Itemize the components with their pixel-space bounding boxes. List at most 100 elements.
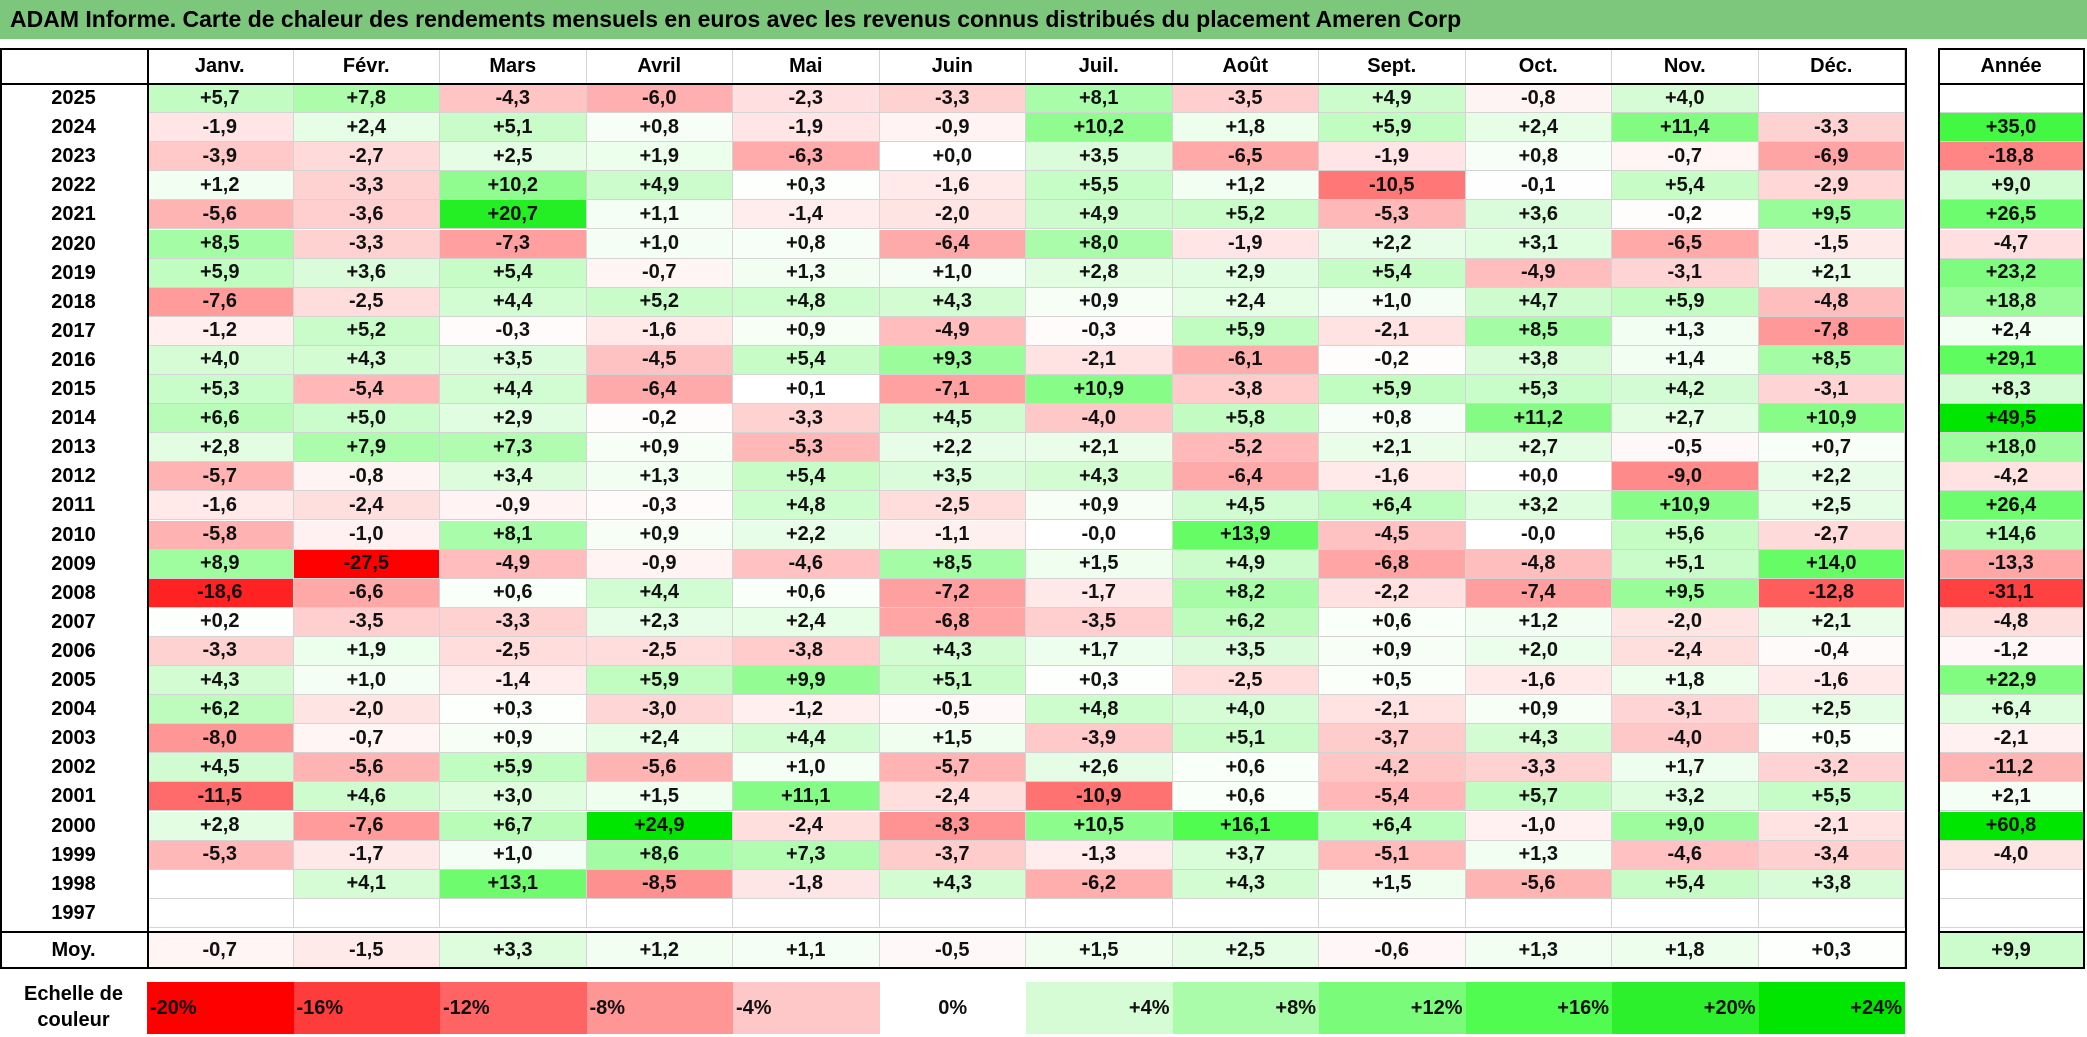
heatmap-cell: -3,7: [1319, 724, 1466, 754]
heatmap-cell: +5,9: [440, 753, 587, 783]
heatmap-cell: +0,9: [1026, 287, 1173, 317]
heatmap-cell: -0,8: [1465, 84, 1612, 114]
heatmap-cell: +4,3: [879, 287, 1026, 317]
year-label: 2020: [51, 232, 96, 255]
heatmap-cell: +1,3: [1465, 840, 1612, 870]
heatmap-cell: +0,0: [1465, 462, 1612, 492]
heatmap-cell: -1,9: [1319, 142, 1466, 172]
heatmap-cell: +5,2: [1172, 200, 1319, 230]
year-label: 2021: [51, 203, 96, 226]
heatmap-cell: -8,5: [586, 869, 733, 899]
year-label: 2001: [51, 785, 96, 808]
heatmap-cell: -6,5: [1612, 229, 1759, 259]
color-scale-swatch: -12%: [440, 982, 587, 1034]
heatmap-cell: -2,3: [733, 84, 880, 114]
annual-cell: +18,0: [1939, 433, 2083, 463]
heatmap-cell: -3,3: [147, 636, 294, 666]
annual-cell: +14,6: [1939, 520, 2083, 550]
heatmap-cell: -5,7: [147, 462, 294, 492]
heatmap-cell: -0,9: [879, 113, 1026, 143]
heatmap-cell: -4,3: [440, 84, 587, 114]
heatmap-cell: +2,4: [1465, 113, 1612, 143]
year-label: 2006: [51, 639, 96, 662]
heatmap-cell: +2,1: [1758, 607, 1905, 637]
heatmap-cell: +7,3: [733, 840, 880, 870]
column-header: Mai: [733, 50, 880, 83]
year-label: 2019: [51, 261, 96, 284]
annual-header-separator: [1938, 83, 2085, 85]
color-scale-swatch: +8%: [1172, 982, 1319, 1034]
heatmap-cell: -4,9: [440, 549, 587, 579]
heatmap-cell: -1,4: [733, 200, 880, 230]
annual-cell: -31,1: [1939, 578, 2083, 608]
heatmap-cell: -0,9: [586, 549, 733, 579]
heatmap-cell: +3,0: [440, 782, 587, 812]
heatmap-cell: +5,1: [1172, 724, 1319, 754]
heatmap-cell: +4,3: [879, 869, 1026, 899]
heatmap-cell: +3,6: [293, 258, 440, 288]
heatmap-cell: +6,4: [1319, 811, 1466, 841]
year-label: 1997: [51, 901, 96, 924]
heatmap-cell: +1,3: [1612, 316, 1759, 346]
heatmap-cell: -2,5: [586, 636, 733, 666]
heatmap-cell: [1172, 898, 1319, 928]
heatmap-cell: +4,7: [1465, 287, 1612, 317]
heatmap-cell: -2,5: [1172, 666, 1319, 696]
heatmap-cell: -6,8: [1319, 549, 1466, 579]
annual-cell: [1939, 84, 2083, 114]
heatmap-cell: -7,3: [440, 229, 587, 259]
heatmap-cell: -4,8: [1465, 549, 1612, 579]
heatmap-cell: -6,1: [1172, 345, 1319, 375]
heatmap-cell: +6,6: [147, 404, 294, 434]
heatmap-cell: +5,4: [1612, 869, 1759, 899]
heatmap-cell: -7,8: [1758, 316, 1905, 346]
annual-cell: +60,8: [1939, 811, 2083, 841]
heatmap-cell: +2,2: [1319, 229, 1466, 259]
average-label: Moy.: [51, 938, 96, 961]
heatmap-cell: -0,3: [440, 316, 587, 346]
heatmap-cell: +0,3: [733, 171, 880, 201]
heatmap-cell: +8,5: [1465, 316, 1612, 346]
heatmap-cell: [1465, 898, 1612, 928]
heatmap-cell: +5,4: [440, 258, 587, 288]
heatmap-cell: +0,9: [586, 520, 733, 550]
heatmap-cell: +8,5: [147, 229, 294, 259]
heatmap-cell: -1,9: [733, 113, 880, 143]
annual-cell: +2,1: [1939, 782, 2083, 812]
column-header: Oct.: [1466, 50, 1612, 83]
heatmap-cell: -0,0: [1026, 520, 1173, 550]
heatmap-cell: -6,3: [733, 142, 880, 172]
column-header: Juin: [880, 50, 1026, 83]
heatmap-cell: +3,8: [1758, 869, 1905, 899]
heatmap-cell: -1,6: [1758, 666, 1905, 696]
heatmap-cell: +1,2: [147, 171, 294, 201]
heatmap-cell: +0,6: [440, 578, 587, 608]
heatmap-cell: +8,6: [586, 840, 733, 870]
heatmap-cell: +0,9: [586, 433, 733, 463]
heatmap-cell: +11,2: [1465, 404, 1612, 434]
heatmap-cell: -1,3: [1026, 840, 1173, 870]
heatmap-cell: -5,3: [1319, 200, 1466, 230]
heatmap-cell: +0,6: [1319, 607, 1466, 637]
heatmap-cell: +0,3: [1026, 666, 1173, 696]
heatmap-cell: +9,5: [1758, 200, 1905, 230]
heatmap-cell: -0,2: [1319, 345, 1466, 375]
heatmap-cell: +4,9: [1026, 200, 1173, 230]
heatmap-cell: -4,6: [1612, 840, 1759, 870]
heatmap-cell: +3,5: [440, 345, 587, 375]
heatmap-cell: [1758, 84, 1905, 114]
heatmap-cell: +10,9: [1612, 491, 1759, 521]
heatmap-cell: +1,5: [586, 782, 733, 812]
heatmap-cell: +3,4: [440, 462, 587, 492]
heatmap-cell: -6,6: [293, 578, 440, 608]
heatmap-cell: -2,4: [293, 491, 440, 521]
heatmap-cell: +6,7: [440, 811, 587, 841]
heatmap-cell: -1,5: [1758, 229, 1905, 259]
heatmap-cell: -3,1: [1612, 695, 1759, 725]
heatmap-cell: [1319, 898, 1466, 928]
heatmap-cell: +5,7: [1465, 782, 1612, 812]
color-scale-swatch: +16%: [1465, 982, 1612, 1034]
color-scale-swatch: +12%: [1319, 982, 1466, 1034]
heatmap-cell: +1,0: [879, 258, 1026, 288]
heatmap-cell: +5,3: [1465, 375, 1612, 405]
